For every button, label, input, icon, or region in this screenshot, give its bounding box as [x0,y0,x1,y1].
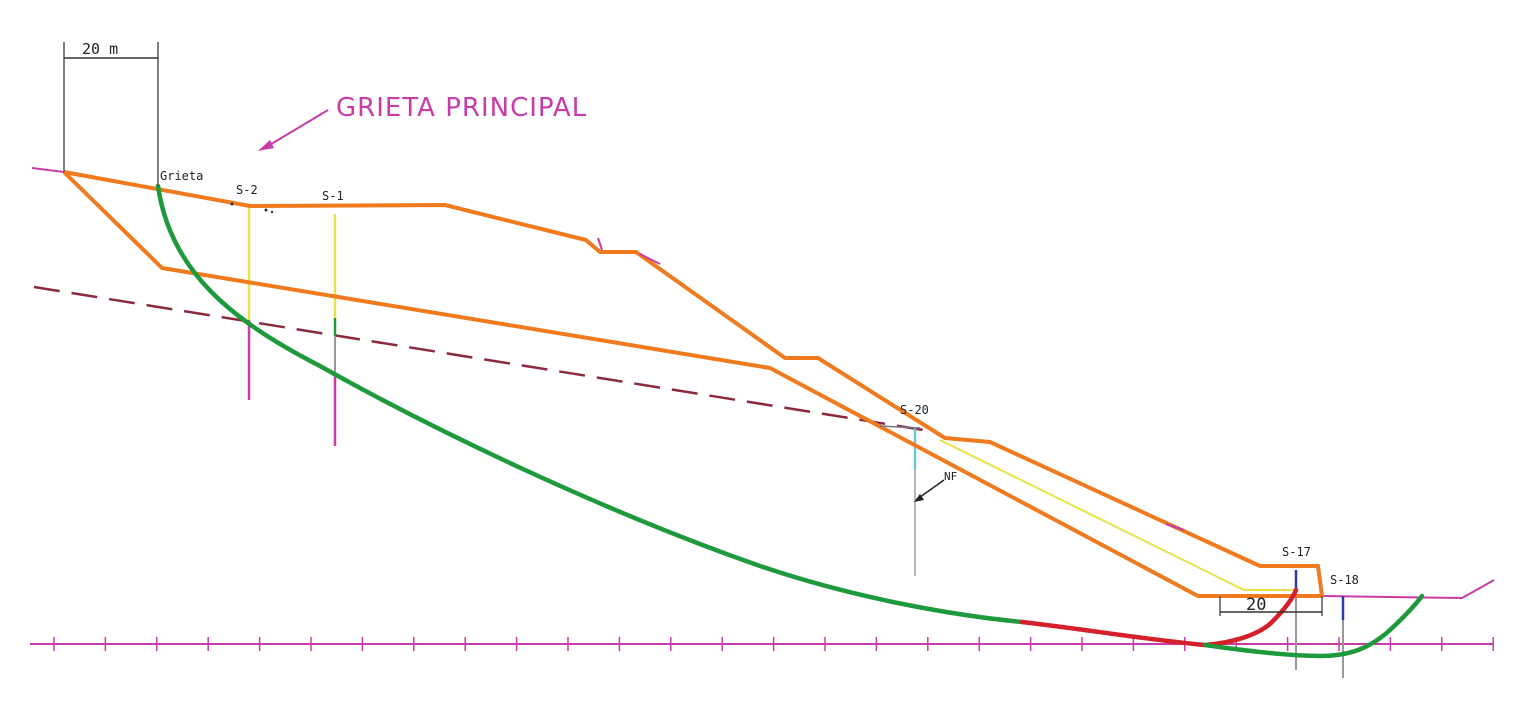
borehole-label-s20: S-20 [900,403,929,417]
water-level-marker: NF [914,470,957,502]
borehole-label-s17: S-17 [1282,545,1311,559]
borehole-label-s2: S-2 [236,183,258,197]
borehole-label-s18: S-18 [1330,573,1359,587]
borehole-label-s1: S-1 [322,189,344,203]
ground-extensions [31,167,1495,600]
s20-water-mark [879,425,921,429]
baseline-axis [30,637,1494,651]
inner-layer-line [939,439,1296,591]
crack-marks [230,202,274,214]
surface-marks [597,237,1185,531]
water-table-line [33,285,937,434]
nf-label: NF [944,470,957,483]
crack-label: Grieta [160,169,203,183]
failure-surface-toe-red [1019,587,1299,648]
slide-body-outer [62,170,1324,598]
top-scale-label: 20 m [82,40,118,58]
title-arrowhead-icon [258,140,274,151]
main-crack-title: GRIETA PRINCIPAL [336,93,587,123]
failure-surface-deep [1202,593,1425,659]
slide-body [62,170,1324,598]
failure-surface-main [155,183,1025,625]
failure-surface [155,183,1425,659]
nf-arrowhead-icon [914,494,924,502]
top-scale-dimension: 20 m [63,40,159,186]
title-arrow-icon [267,109,329,147]
bottom-scale-dimension: 20 [1219,595,1323,616]
bottom-scale-label: 20 [1246,595,1266,615]
boreholes [247,206,1345,678]
main-crack-annotation: GRIETA PRINCIPAL [258,93,587,151]
baseline-ticks [53,637,1494,651]
